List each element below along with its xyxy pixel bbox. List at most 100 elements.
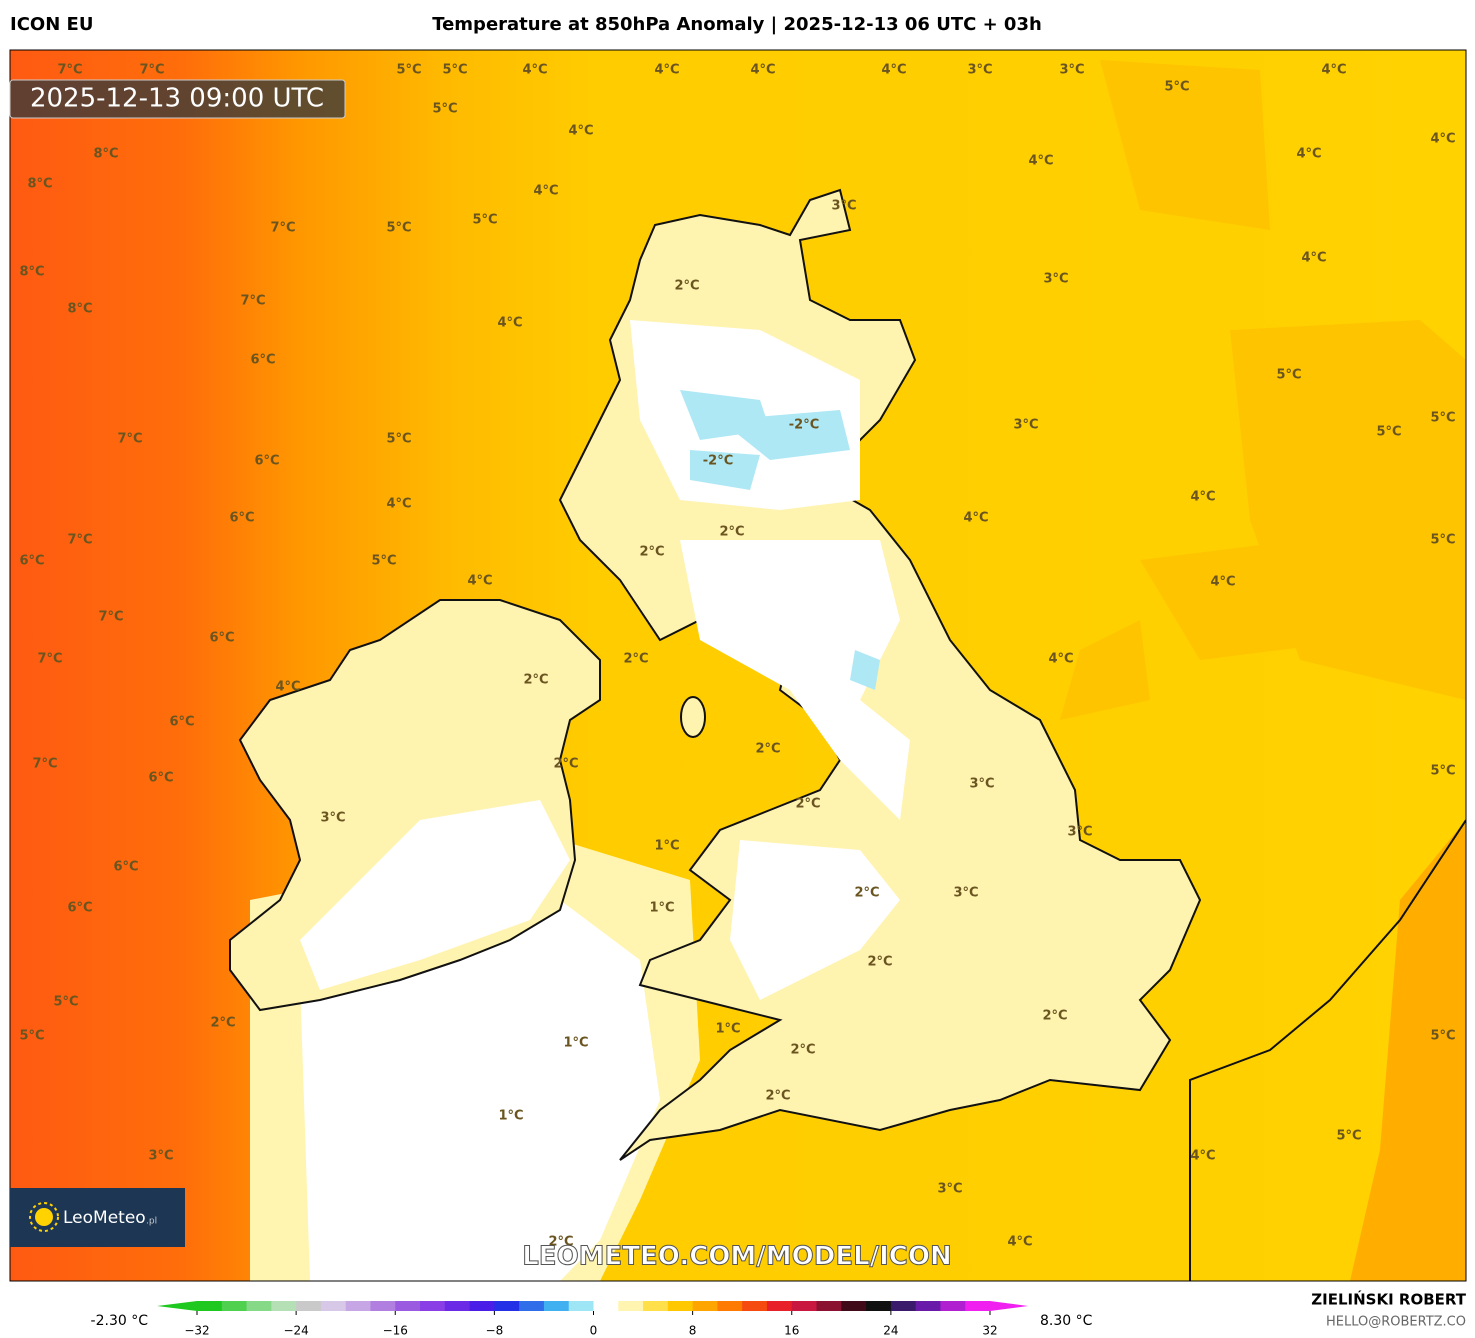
contour-label: 8°C bbox=[19, 265, 44, 280]
colorbar-segment bbox=[692, 1301, 718, 1311]
contour-label: 5°C bbox=[1430, 533, 1455, 548]
colorbar-segment bbox=[841, 1301, 867, 1311]
contour-label: 5°C bbox=[1336, 1129, 1361, 1144]
contour-label: 2°C bbox=[523, 673, 548, 688]
colorbar-tick-label: −32 bbox=[184, 1324, 209, 1338]
contour-label: 4°C bbox=[275, 680, 300, 695]
colorbar-segment bbox=[444, 1301, 471, 1311]
colorbar-segment bbox=[568, 1301, 594, 1311]
contour-label: 2°C bbox=[553, 757, 578, 772]
cool-area bbox=[300, 900, 660, 1281]
negative-area bbox=[680, 390, 880, 690]
contour-label: 7°C bbox=[240, 294, 265, 309]
contour-label: 4°C bbox=[1296, 147, 1321, 162]
contour-label: 3°C bbox=[1059, 63, 1084, 78]
logo-suffix: .pl bbox=[146, 1217, 157, 1227]
colorbar-segment bbox=[320, 1301, 347, 1311]
contour-label: 5°C bbox=[1164, 80, 1189, 95]
colorbar-segment bbox=[519, 1301, 545, 1311]
contour-label: -2°C bbox=[789, 418, 819, 433]
colorbar-segment bbox=[717, 1301, 743, 1311]
colorbar-tick-label: −24 bbox=[283, 1324, 308, 1338]
contour-label: 1°C bbox=[654, 839, 679, 854]
contour-label: 4°C bbox=[467, 574, 492, 589]
contour-label: 7°C bbox=[32, 757, 57, 772]
contour-label: 2°C bbox=[623, 652, 648, 667]
contour-label: 2°C bbox=[210, 1016, 235, 1031]
contour-label: 4°C bbox=[1321, 63, 1346, 78]
contour-label: 3°C bbox=[967, 63, 992, 78]
colorbar-segment bbox=[420, 1301, 446, 1311]
contour-label: 1°C bbox=[498, 1109, 523, 1124]
colorbar-segment bbox=[593, 1301, 619, 1311]
contour-label: 5°C bbox=[1430, 1029, 1455, 1044]
colorbar-segment bbox=[766, 1301, 793, 1311]
colorbar-segment bbox=[890, 1301, 917, 1311]
colorbar-segment bbox=[221, 1301, 248, 1311]
contour-label: 2°C bbox=[867, 955, 892, 970]
contour-label: 7°C bbox=[98, 610, 123, 625]
colorbar-segment bbox=[791, 1301, 818, 1311]
contour-label: 7°C bbox=[270, 221, 295, 236]
continent-coast bbox=[1189, 819, 1466, 1281]
contour-label: 6°C bbox=[169, 715, 194, 730]
contour-label: 8°C bbox=[27, 177, 52, 192]
colorbar-segment bbox=[667, 1301, 694, 1311]
colorbar-segment bbox=[940, 1301, 966, 1311]
contour-label: 6°C bbox=[67, 901, 92, 916]
contour-label: 2°C bbox=[790, 1043, 815, 1058]
colorbar-segment bbox=[345, 1301, 371, 1311]
contour-label: 5°C bbox=[19, 1029, 44, 1044]
colorbar-min: -2.30 °C bbox=[91, 1313, 149, 1329]
contour-label: 5°C bbox=[386, 221, 411, 236]
contour-label: 2°C bbox=[548, 1235, 573, 1250]
contour-label: 4°C bbox=[1190, 490, 1215, 505]
map-frame bbox=[9, 49, 1467, 1282]
contour-label: 7°C bbox=[57, 63, 82, 78]
model-name: ICON EU bbox=[10, 14, 93, 35]
map-title: Temperature at 850hPa Anomaly | 2025-12-… bbox=[432, 14, 1042, 35]
colorbar-tick-label: 8 bbox=[689, 1324, 697, 1338]
colorbar: −32 −24 −16 −8 0 8 16 24 32 bbox=[157, 1301, 1028, 1338]
contour-label: 6°C bbox=[250, 353, 275, 368]
timestamp-box bbox=[9, 79, 346, 119]
contour-label: 2°C bbox=[674, 279, 699, 294]
contour-label: 4°C bbox=[386, 497, 411, 512]
contour-label: 1°C bbox=[715, 1022, 740, 1037]
colorbar-max: 8.30 °C bbox=[1040, 1313, 1093, 1329]
contour-label: 4°C bbox=[654, 63, 679, 78]
contour-label: 4°C bbox=[568, 124, 593, 139]
contour-label: 4°C bbox=[750, 63, 775, 78]
contour-label: 6°C bbox=[229, 511, 254, 526]
colorbar-tick-label: 32 bbox=[982, 1324, 997, 1338]
isle-of-man bbox=[680, 696, 706, 738]
contour-label: 5°C bbox=[396, 63, 421, 78]
contour-label: 5°C bbox=[371, 554, 396, 569]
contour-label: 2°C bbox=[765, 1089, 790, 1104]
colorbar-segment bbox=[494, 1301, 520, 1311]
colorbar-segment bbox=[742, 1301, 768, 1311]
contour-label: 3°C bbox=[320, 811, 345, 826]
contour-label: 4°C bbox=[1210, 575, 1235, 590]
contour-label: 5°C bbox=[1276, 368, 1301, 383]
colorbar-segment bbox=[395, 1301, 421, 1311]
contour-label: 5°C bbox=[1376, 425, 1401, 440]
contour-label: 7°C bbox=[139, 63, 164, 78]
colorbar-segment bbox=[866, 1301, 892, 1311]
contour-label: 5°C bbox=[1430, 764, 1455, 779]
contour-label: 4°C bbox=[1007, 1235, 1032, 1250]
contour-label: 4°C bbox=[881, 63, 906, 78]
colorbar-segment bbox=[915, 1301, 941, 1311]
contour-label: 3°C bbox=[937, 1182, 962, 1197]
contour-label: 8°C bbox=[93, 147, 118, 162]
warm-patch bbox=[1060, 60, 1466, 720]
contour-label: 6°C bbox=[209, 631, 234, 646]
colorbar-segment bbox=[816, 1301, 842, 1311]
contour-label: 4°C bbox=[1301, 251, 1326, 266]
contour-label: 6°C bbox=[254, 454, 279, 469]
contour-label: 2°C bbox=[854, 886, 879, 901]
colorbar-extension bbox=[157, 1301, 197, 1311]
contour-label: -2°C bbox=[703, 454, 733, 469]
contour-label: 2°C bbox=[1042, 1009, 1067, 1024]
